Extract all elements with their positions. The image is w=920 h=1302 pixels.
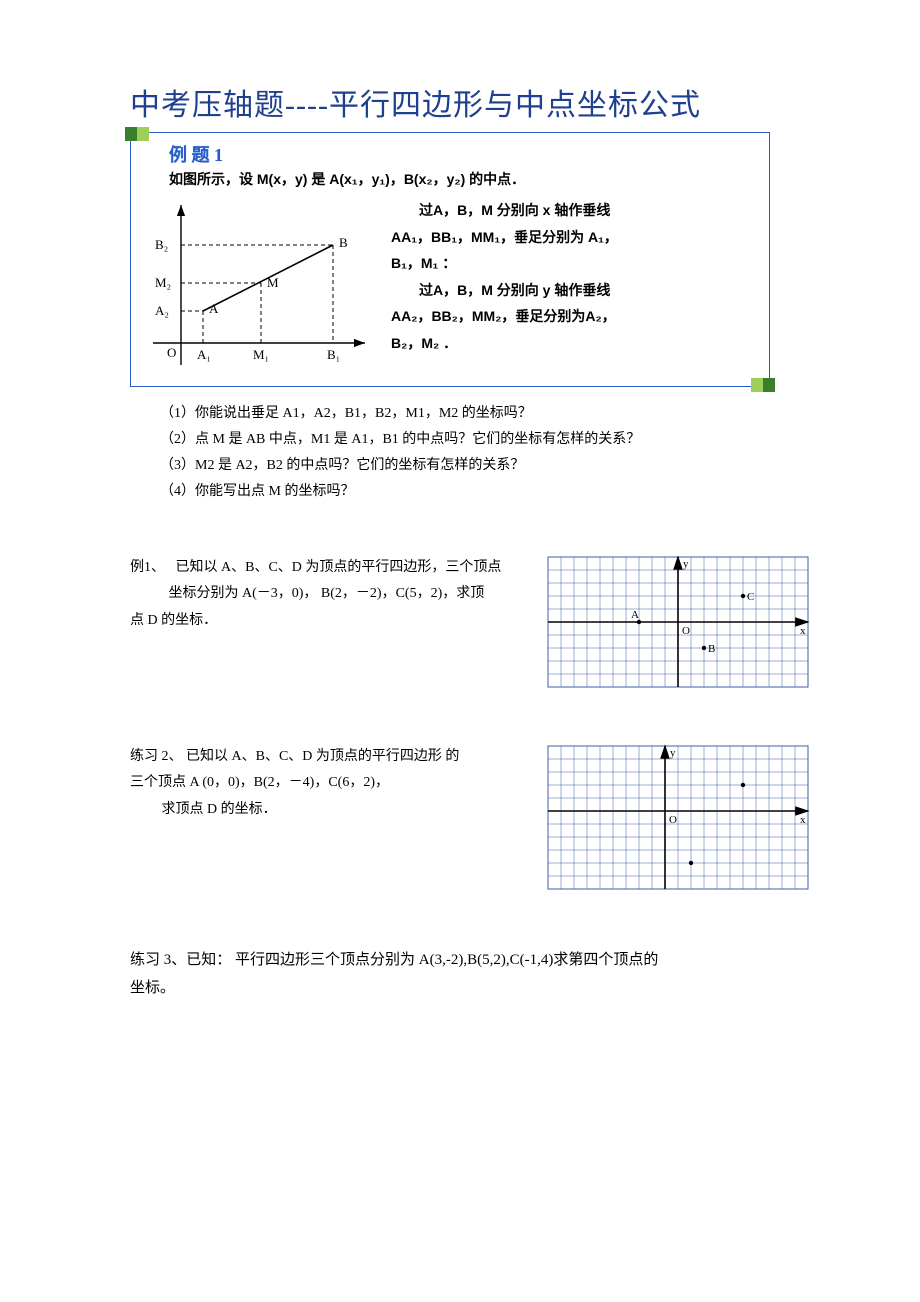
ex1-text: 点 D 的坐标． (130, 613, 217, 628)
question-item: （3）M2 是 A2，B2 的中点吗？它们的坐标有怎样的关系？ (160, 453, 810, 479)
svg-text:B: B (708, 643, 715, 655)
text-line: B₂，M₂ ． (391, 335, 457, 351)
example-label: 例 题 1 (143, 141, 757, 167)
ex3-text: 坐标。 (130, 980, 175, 996)
svg-text:A₁: A₁ (197, 347, 211, 362)
ex2-grid: Ox y (546, 744, 810, 896)
svg-text:B: B (339, 235, 348, 250)
example-1: 例1、 已知以 A、B、C、D 为顶点的平行四边形，三个顶点 坐标分别为 A(－… (130, 555, 810, 694)
text-line: B₁，M₁ ： (391, 255, 456, 271)
text-line: 过A，B，M 分别向 y 轴作垂线 (391, 277, 618, 304)
ex2-text: 求顶点 D 的坐标． (162, 802, 277, 817)
slide-corner-decoration (125, 127, 149, 141)
ex1-grid: Ox y A B C (546, 555, 810, 694)
svg-text:O: O (167, 345, 176, 360)
exercise-3: 练习 3、已知： 平行四边形三个顶点分别为 A(3,-2),B(5,2),C(-… (130, 946, 810, 1003)
ex3-text: 平行四边形三个顶点分别为 A(3,-2),B(5,2),C(-1,4)求第四个顶… (235, 952, 658, 968)
svg-text:y: y (670, 747, 676, 759)
svg-text:A: A (209, 301, 219, 316)
ex2-text: 三个顶点 A (0，0)，B(2，－4)，C(6，2)， (130, 775, 389, 790)
svg-text:C: C (747, 591, 754, 603)
example-slide: 例 题 1 如图所示，设 M(x，y) 是 A(x₁，y₁)，B(x₂，y₂) … (130, 132, 770, 387)
svg-text:O: O (669, 814, 677, 826)
svg-text:x: x (800, 625, 806, 637)
ex1-text: 已知以 A、B、C、D 为顶点的平行四边形，三个顶点 (176, 560, 502, 575)
question-list: （1）你能说出垂足 A1，A2，B1，B2，M1，M2 的坐标吗？ （2）点 M… (160, 401, 810, 505)
svg-text:A₂: A₂ (155, 303, 169, 318)
svg-text:A: A (631, 609, 639, 621)
ex1-text: 坐标分别为 A(－3，0)， B(2，－2)，C(5，2)，求顶 (169, 586, 485, 601)
slide-corner-decoration (751, 378, 775, 392)
svg-text:M₂: M₂ (155, 275, 171, 290)
svg-text:O: O (682, 625, 690, 637)
svg-text:M₁: M₁ (253, 347, 269, 362)
page-title: 中考压轴题----平行四边形与中点坐标公式 (130, 80, 810, 124)
text-line: AA₂，BB₂，MM₂，垂足分别为A₂， (391, 308, 616, 324)
question-item: （2）点 M 是 AB 中点，M1 是 A1，B1 的中点吗？它们的坐标有怎样的… (160, 427, 810, 453)
midpoint-graph: O A₁ M₁ B₁ B₂ M₂ A₂ A M B (143, 193, 373, 378)
ex2-label: 练习 2、 (130, 749, 183, 764)
svg-text:B₂: B₂ (155, 237, 168, 252)
svg-text:B₁: B₁ (327, 347, 340, 362)
svg-text:y: y (683, 558, 689, 570)
exercise-2: 练习 2、 已知以 A、B、C、D 为顶点的平行四边形 的 三个顶点 A (0，… (130, 744, 810, 896)
ex3-label: 练习 3、已知： (130, 952, 231, 968)
example-prompt: 如图所示，设 M(x，y) 是 A(x₁，y₁)，B(x₂，y₂) 的中点． (143, 169, 757, 189)
ex1-label: 例1、 (130, 560, 165, 575)
example-explanation: 过A，B，M 分别向 x 轴作垂线 AA₁，BB₁，MM₁，垂足分别为 A₁， … (391, 193, 618, 378)
text-line: 过A，B，M 分别向 x 轴作垂线 (391, 197, 618, 224)
text-line: AA₁，BB₁，MM₁，垂足分别为 A₁， (391, 229, 618, 245)
ex2-text: 已知以 A、B、C、D 为顶点的平行四边形 的 (186, 749, 459, 764)
svg-text:x: x (800, 814, 806, 826)
svg-text:M: M (267, 275, 279, 290)
question-item: （4）你能写出点 M 的坐标吗？ (160, 479, 810, 505)
question-item: （1）你能说出垂足 A1，A2，B1，B2，M1，M2 的坐标吗？ (160, 401, 810, 427)
